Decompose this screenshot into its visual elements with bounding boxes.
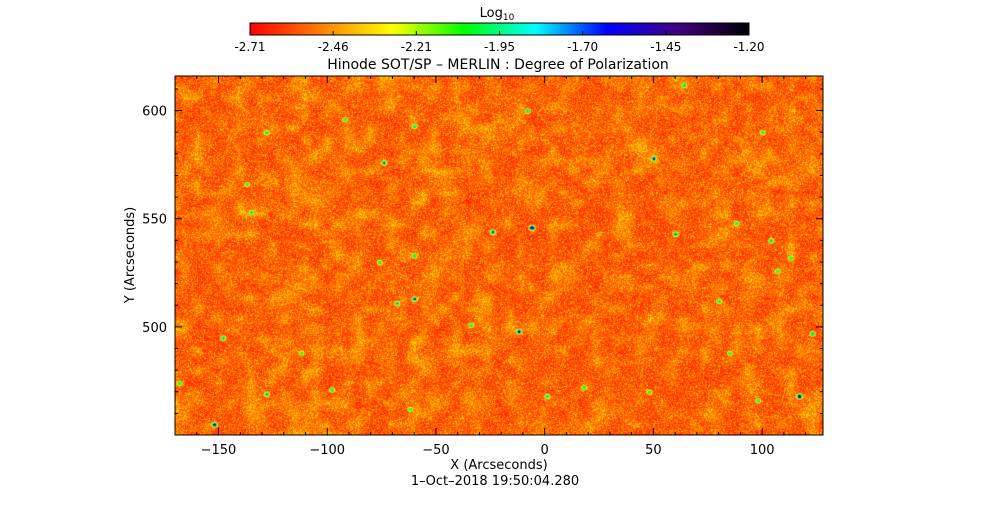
x-axis: −150 −100 −50 0 50 100 [174,76,807,458]
colorbar-tick-label: -2.71 [234,40,265,54]
polarization-heatmap [175,76,823,435]
y-tick-label: 500 [142,321,167,336]
timestamp: 1–Oct–2018 19:50:04.280 [411,474,579,489]
colorbar-tick-label: -1.45 [650,40,681,54]
colorbar-tick-label: -1.70 [567,40,598,54]
x-tick-label: −50 [422,443,449,458]
y-tick-label: 550 [142,213,167,228]
x-tick-label: 100 [750,443,775,458]
colorbar: Log10 -2.71 -2.46 -2.21 -1.95 -1.70 -1.45 -1.2… [234,6,764,54]
x-tick-label: 0 [541,443,549,458]
x-tick-label: −150 [201,443,237,458]
colorbar-label: Log10 [480,6,515,23]
y-tick-label: 600 [142,105,167,120]
plot-frame [174,75,824,436]
colorbar-tick-label: -1.95 [484,40,515,54]
colorbar-tick-label: -2.46 [318,40,349,54]
colorbar-ticks: -2.71 -2.46 -2.21 -1.95 -1.70 -1.45 -1.20 [234,31,765,54]
x-tick-label: −100 [309,443,345,458]
y-axis: 500 550 600 [142,88,823,414]
colorbar-tick-label: -1.20 [733,40,764,54]
x-axis-label: X (Arcseconds) [450,458,547,473]
colorbar-tick-label: -2.21 [401,40,432,54]
chart-title: Hinode SOT/SP – MERLIN : Degree of Polar… [327,57,669,73]
y-axis-label: Y (Arcseconds) [123,207,138,304]
x-tick-label: 50 [645,443,662,458]
plot-area: −150 −100 −50 0 50 100 500 550 600 [142,75,824,458]
